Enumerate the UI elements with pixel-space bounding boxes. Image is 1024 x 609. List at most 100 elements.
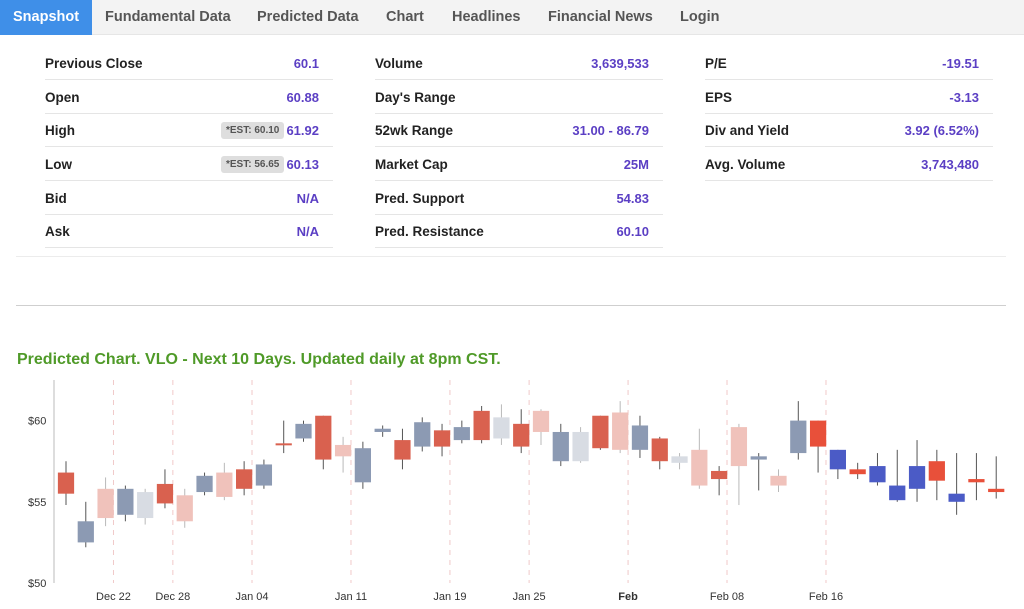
stat-row-ask: Ask N/A: [45, 215, 333, 248]
candle-body: [809, 420, 827, 447]
stat-label: High: [45, 123, 75, 138]
estimate-badge: *EST: 56.65: [221, 156, 285, 173]
stat-value: 3,743,480: [921, 157, 979, 172]
candle-body: [572, 431, 589, 462]
stat-row-market-cap: Market Cap 25M: [375, 148, 663, 181]
chart-title: Predicted Chart. VLO - Next 10 Days. Upd…: [17, 351, 501, 368]
tab-predicted-data[interactable]: Predicted Data: [257, 9, 359, 25]
stat-label: Low: [45, 157, 72, 172]
divider: [16, 305, 1006, 306]
candle-body: [97, 488, 114, 519]
y-tick-label: $50: [28, 578, 46, 590]
candle-body: [592, 415, 609, 449]
x-tick-label: Jan 19: [433, 591, 466, 603]
candle-body: [651, 438, 668, 462]
stat-row-eps: EPS -3.13: [705, 81, 993, 114]
candle-body: [631, 425, 649, 450]
stat-row-pred-resistance: Pred. Resistance 60.10: [375, 215, 663, 248]
stat-value: 54.83: [616, 191, 649, 206]
candle-body: [236, 469, 253, 489]
candle-body: [988, 488, 1005, 493]
stat-row-div-yield: Div and Yield 3.92 (6.52%): [705, 114, 993, 147]
tab-bar: Snapshot Fundamental Data Predicted Data…: [0, 0, 1024, 35]
candle-body: [928, 461, 945, 481]
x-tick-label: Dec 28: [155, 591, 190, 603]
candle-body: [711, 470, 728, 480]
candle-body: [869, 466, 886, 483]
candle-body: [770, 475, 787, 486]
candle-body: [730, 427, 748, 467]
candle-body: [414, 422, 431, 447]
stat-label: Ask: [45, 224, 70, 239]
candle-body: [354, 448, 371, 483]
stat-label: Previous Close: [45, 56, 143, 71]
stat-label: Bid: [45, 191, 67, 206]
stat-row-avg-volume: Avg. Volume 3,743,480: [705, 148, 993, 181]
stat-value: 61.92: [286, 123, 319, 138]
stat-value: 25M: [623, 157, 649, 172]
candle-body: [908, 466, 926, 489]
stat-label: Volume: [375, 56, 423, 71]
candle-body: [532, 410, 550, 432]
candle-body: [671, 456, 688, 463]
tab-fundamental-data[interactable]: Fundamental Data: [105, 9, 231, 25]
candle-body: [176, 495, 193, 522]
tab-login[interactable]: Login: [680, 9, 720, 25]
divider: [16, 256, 1006, 257]
candle-body: [849, 469, 866, 475]
stat-row-52wk-range: 52wk Range 31.00 - 86.79: [375, 114, 663, 147]
candle-body: [394, 440, 411, 460]
candle-body: [473, 410, 490, 441]
candle-body: [275, 443, 292, 446]
stat-value: 31.00 - 86.79: [572, 123, 649, 138]
stat-label: 52wk Range: [375, 123, 454, 138]
candle-body: [513, 423, 530, 447]
candle-body: [334, 444, 352, 457]
tab-chart[interactable]: Chart: [386, 9, 424, 25]
stat-value: 3.92 (6.52%): [904, 123, 979, 138]
candle-body: [750, 456, 767, 460]
candle-body: [612, 412, 629, 450]
stat-label: Div and Yield: [705, 123, 790, 138]
candle-body: [57, 472, 75, 494]
x-tick-label: Jan 25: [513, 591, 546, 603]
stat-value: 60.1: [293, 56, 319, 71]
stat-label: Pred. Resistance: [375, 224, 484, 239]
candle-body: [255, 464, 273, 486]
x-tick-label: Jan 11: [335, 591, 367, 603]
stat-value: 3,639,533: [591, 56, 649, 71]
stat-row-bid: Bid N/A: [45, 182, 333, 215]
stat-value: 60.10: [616, 224, 649, 239]
stat-value: N/A: [296, 191, 319, 206]
candle-body: [77, 521, 94, 543]
stat-label: Open: [45, 90, 80, 105]
x-tick-label: Feb 16: [809, 591, 843, 603]
candle-body: [889, 485, 906, 501]
stat-value: -3.13: [949, 90, 979, 105]
stat-label: Market Cap: [375, 157, 448, 172]
candle-body: [790, 420, 807, 454]
candle-body: [117, 488, 134, 515]
stat-label: EPS: [705, 90, 733, 105]
x-tick-label: Feb: [618, 591, 638, 603]
stat-row-days-range: Day's Range: [375, 81, 663, 114]
tab-snapshot[interactable]: Snapshot: [0, 0, 93, 35]
candle-body: [295, 423, 312, 439]
candle-body: [691, 449, 708, 486]
x-tick-label: Dec 22: [96, 591, 131, 603]
x-tick-label: Feb 08: [710, 591, 744, 603]
tab-financial-news[interactable]: Financial News: [548, 9, 653, 25]
candle-body: [493, 417, 510, 439]
candle-body: [137, 492, 154, 519]
tab-headlines[interactable]: Headlines: [452, 9, 521, 25]
stat-row-pred-support: Pred. Support 54.83: [375, 182, 663, 215]
stat-value: 60.88: [286, 90, 319, 105]
candle-body: [829, 449, 846, 470]
candle-body: [216, 472, 233, 497]
y-tick-label: $60: [28, 416, 46, 428]
stat-value: 60.13: [286, 157, 319, 172]
stat-row-previous-close: Previous Close 60.1: [45, 47, 333, 80]
candle-body: [453, 427, 470, 441]
y-tick-label: $55: [28, 497, 46, 509]
stat-row-pe: P/E -19.51: [705, 47, 993, 80]
